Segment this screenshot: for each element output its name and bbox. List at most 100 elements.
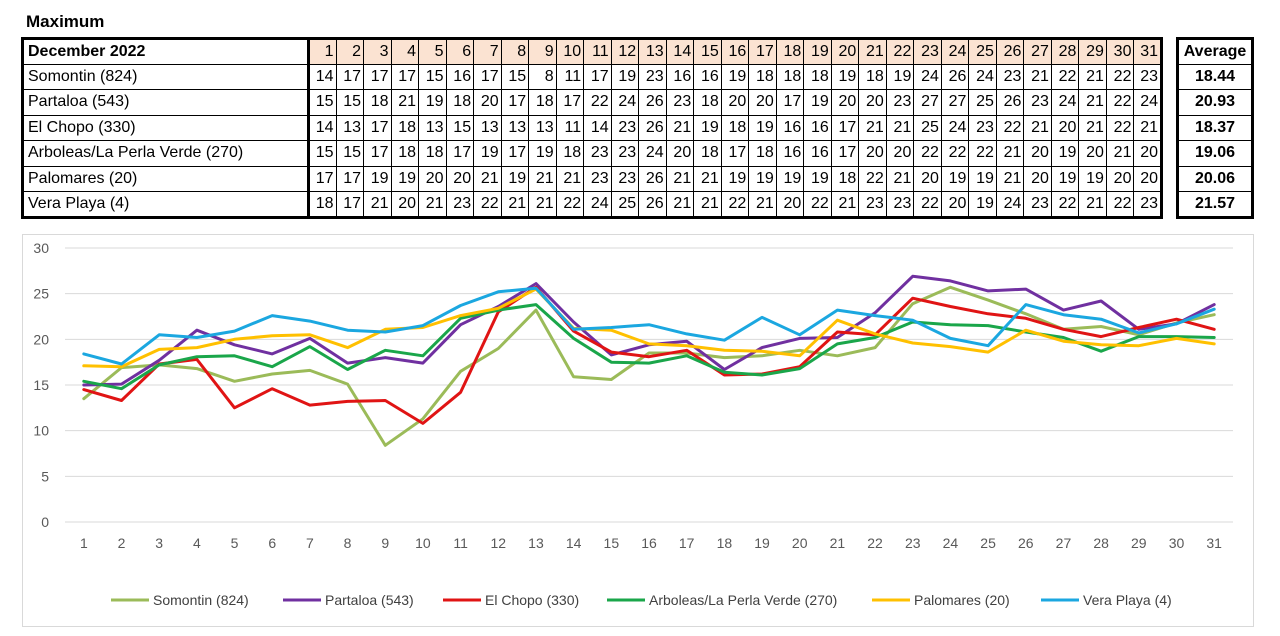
table-cell: 17 (308, 165, 337, 192)
table-cell: 21 (665, 114, 695, 141)
table-cell: 19 (610, 63, 640, 90)
table-cell: 20 (913, 165, 942, 192)
x-tick-label: 9 (381, 535, 389, 551)
x-tick-label: 13 (528, 535, 544, 551)
station-name: Vera Playa (4) (21, 191, 310, 219)
day-header: 16 (720, 37, 750, 65)
average-header: Average (1176, 37, 1254, 65)
day-header: 7 (473, 37, 502, 65)
x-tick-label: 18 (717, 535, 733, 551)
table-cell: 15 (418, 63, 447, 90)
series-line (82, 287, 1216, 369)
day-header: 1 (308, 37, 337, 65)
table-cell: 20 (1133, 165, 1163, 192)
table-cell: 19 (775, 165, 805, 192)
table-header-row: December 2022 1 2 3 4 5 6 7 8 9 10 11 12 13 14 15 16 17 18… (21, 37, 1163, 65)
chart-frame: 0 5 10 15 20 25 30 1 2 3 4 5 6 7 8 9 10 11 12 13 14 15 16 17 18 1… (22, 234, 1254, 627)
table-cell: 20 (940, 191, 970, 219)
table-cell: 23 (638, 63, 667, 90)
table-cell: 21 (418, 191, 447, 219)
table-cell: 23 (1023, 89, 1052, 116)
x-tick-label: 24 (943, 535, 959, 551)
table-cell: 21 (363, 191, 392, 219)
x-tick-label: 7 (306, 535, 314, 551)
x-tick-label: 15 (604, 535, 620, 551)
table-cell: 17 (500, 140, 530, 167)
table-cell: 23 (665, 89, 695, 116)
table-cell: 16 (775, 114, 805, 141)
table-cell: 22 (1050, 63, 1080, 90)
table-cell: 19 (885, 63, 915, 90)
table-cell: 19 (418, 89, 447, 116)
table-row: El Chopo (330) 14 13 17 18 13 15 13 13 13 11 14 23 26… (21, 114, 1163, 141)
table-cell: 17 (500, 89, 530, 116)
table-cell: 19 (473, 140, 502, 167)
table-cell: 24 (1050, 89, 1080, 116)
table-cell: 18 (363, 89, 392, 116)
table-cell: 13 (473, 114, 502, 141)
table-cell: 18 (555, 140, 585, 167)
table-cell: 16 (803, 140, 832, 167)
x-tick-label: 16 (641, 535, 657, 551)
table-cell: 21 (1078, 114, 1107, 141)
x-tick-label: 3 (155, 535, 163, 551)
legend-label: Partaloa (543) (325, 592, 414, 608)
table-cell: 19 (720, 63, 750, 90)
table-cell: 13 (335, 114, 365, 141)
day-header: 28 (1050, 37, 1080, 65)
station-name: Partaloa (543) (21, 89, 310, 116)
x-tick-label: 5 (231, 535, 239, 551)
table-cell: 22 (1050, 191, 1080, 219)
table-cell: 21 (748, 191, 777, 219)
legend-label: Somontin (824) (153, 592, 249, 608)
average-value: 20.06 (1176, 165, 1254, 192)
table-cell: 20 (418, 165, 447, 192)
table-cell: 20 (1105, 165, 1135, 192)
table-cell: 19 (720, 165, 750, 192)
table-cell: 14 (308, 114, 337, 141)
x-tick-label: 10 (415, 535, 431, 551)
table-cell: 17 (363, 63, 392, 90)
table-header-label: December 2022 (21, 37, 310, 65)
table-cell: 22 (583, 89, 612, 116)
average-row: 21.57 (1176, 191, 1254, 219)
table-cell: 21 (500, 191, 530, 219)
day-header: 3 (363, 37, 392, 65)
table-cell: 23 (995, 63, 1025, 90)
table-cell: 24 (940, 114, 970, 141)
table-cell: 18 (748, 63, 777, 90)
day-header: 6 (445, 37, 475, 65)
x-tick-label: 6 (268, 535, 276, 551)
table-cell: 15 (308, 89, 337, 116)
day-header: 13 (638, 37, 667, 65)
x-tick-label: 8 (344, 535, 352, 551)
table-cell: 22 (1105, 114, 1135, 141)
table-cell: 21 (1078, 191, 1107, 219)
average-row: 18.37 (1176, 114, 1254, 141)
day-header: 27 (1023, 37, 1052, 65)
station-name: El Chopo (330) (21, 114, 310, 141)
table-cell: 23 (610, 140, 640, 167)
table-cell: 19 (528, 140, 557, 167)
series-line (82, 274, 1216, 387)
table-cell: 17 (583, 63, 612, 90)
table-cell: 23 (583, 140, 612, 167)
day-header: 20 (830, 37, 860, 65)
table-cell: 18 (830, 165, 860, 192)
table-cell: 24 (968, 63, 997, 90)
table-row: Palomares (20) 17 17 19 19 20 20 21 19 21 21 23 23 26… (21, 165, 1163, 192)
table-cell: 19 (500, 165, 530, 192)
table-row: Vera Playa (4) 18 17 21 20 21 23 22 21 21 22 24 25 26… (21, 191, 1163, 219)
table-cell: 18 (390, 140, 420, 167)
table-cell: 16 (445, 63, 475, 90)
day-header: 10 (555, 37, 585, 65)
table-cell: 21 (693, 191, 722, 219)
table-cell: 22 (995, 114, 1025, 141)
table-cell: 20 (858, 140, 887, 167)
table-cell: 22 (913, 191, 942, 219)
day-header: 5 (418, 37, 447, 65)
average-row: 20.06 (1176, 165, 1254, 192)
table-cell: 16 (803, 114, 832, 141)
y-tick-label: 15 (33, 377, 49, 393)
